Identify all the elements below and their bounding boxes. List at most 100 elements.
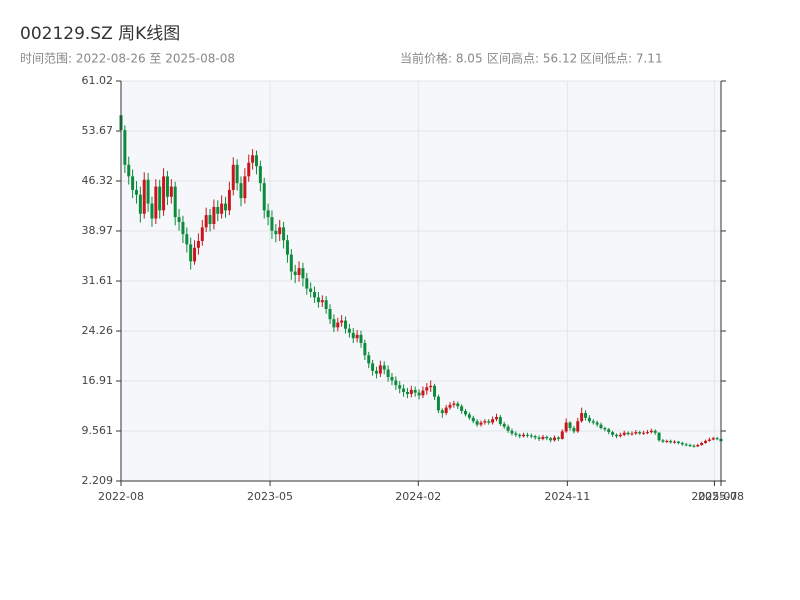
candle-body <box>510 430 514 434</box>
candle-body <box>584 413 588 418</box>
candle-body <box>289 254 293 272</box>
candle-body <box>491 419 495 423</box>
candle-body <box>669 440 673 443</box>
candle-body <box>688 445 692 447</box>
y-tick-label: 46.32 <box>82 174 114 187</box>
candle-body <box>301 268 305 279</box>
candle-body <box>359 334 363 343</box>
candle-body <box>556 437 560 439</box>
candle-body <box>502 423 506 427</box>
candle-body <box>158 186 162 211</box>
candle-body <box>402 388 406 392</box>
candle-body <box>475 421 479 425</box>
candle-body <box>266 210 270 218</box>
candle-body <box>680 442 684 445</box>
candle-body <box>657 432 661 441</box>
candle-body <box>572 428 576 432</box>
candle-body <box>316 297 320 303</box>
candle-body <box>371 363 375 371</box>
candle-body <box>216 206 220 214</box>
candles <box>119 114 723 448</box>
candle-body <box>212 206 216 224</box>
candle-body <box>471 417 475 422</box>
candle-body <box>564 422 568 432</box>
candle-body <box>374 370 378 374</box>
stat: 区间高点: 56.12 <box>487 51 577 66</box>
candle-body <box>452 403 456 405</box>
candle-body <box>336 322 340 328</box>
candle-body <box>398 385 402 389</box>
stat: 区间低点: 7.11 <box>580 52 663 66</box>
candle-body <box>460 406 464 412</box>
candle-body <box>704 440 708 443</box>
candle-body <box>285 240 289 255</box>
candle-body <box>347 328 351 333</box>
candle-body <box>665 440 669 442</box>
candle-body <box>618 434 622 437</box>
candle-body <box>127 164 131 177</box>
candle-body <box>274 230 278 235</box>
candle-body <box>131 176 135 190</box>
candle-body <box>320 300 324 303</box>
candle-body <box>444 407 448 414</box>
candle-body <box>634 432 638 434</box>
candle-body <box>545 436 549 439</box>
candle-body <box>413 389 417 393</box>
candle-body <box>328 308 332 320</box>
candle-body <box>394 380 398 386</box>
candle-body <box>282 227 286 241</box>
candle-body <box>243 176 247 199</box>
candle-body <box>676 441 680 443</box>
candle-body <box>440 410 444 414</box>
candle-body <box>533 436 537 438</box>
candle-body <box>332 319 336 328</box>
candle-body <box>436 396 440 411</box>
candle-body <box>614 434 618 437</box>
candle-body <box>707 439 711 441</box>
candle-body <box>378 365 382 374</box>
candle-body <box>154 186 158 219</box>
candle-body <box>576 421 580 432</box>
candle-body <box>645 432 649 434</box>
candle-body <box>661 440 665 442</box>
candle-body <box>270 217 274 231</box>
x-tick-label: 2023-05 <box>247 490 293 503</box>
candle-body <box>165 176 169 197</box>
candle-body <box>580 413 584 422</box>
candle-body <box>560 431 564 439</box>
candle-body <box>409 389 413 395</box>
candle-body <box>541 436 545 439</box>
candle-body <box>483 421 487 423</box>
candle-body <box>220 203 224 214</box>
candle-body <box>421 390 425 396</box>
candle-body <box>313 291 317 298</box>
candle-body <box>595 422 599 425</box>
candle-body <box>239 183 243 199</box>
candle-body <box>150 203 154 219</box>
candle-body <box>587 417 591 422</box>
x-tick-label: 2024-02 <box>395 490 441 503</box>
candle-body <box>247 162 251 177</box>
candle-body <box>173 186 177 218</box>
candle-body <box>138 194 142 214</box>
candle-body <box>696 445 700 447</box>
candle-body <box>715 438 719 440</box>
candle-body <box>390 376 394 381</box>
candle-body <box>417 392 421 396</box>
y-tick-label: 31.61 <box>82 274 114 287</box>
candle-body <box>630 433 634 435</box>
y-tick-label: 53.67 <box>82 124 114 137</box>
candle-body <box>293 271 297 275</box>
candle-body <box>196 240 200 248</box>
candle-body <box>487 421 491 423</box>
candle-body <box>611 432 615 435</box>
candle-body <box>603 428 607 430</box>
candle-body <box>258 166 262 184</box>
candle-body <box>351 332 355 339</box>
candle-body <box>700 442 704 446</box>
candle-body <box>231 164 235 190</box>
candle-body <box>684 444 688 446</box>
y-tick-label: 9.561 <box>82 424 114 437</box>
candle-body <box>169 186 173 197</box>
